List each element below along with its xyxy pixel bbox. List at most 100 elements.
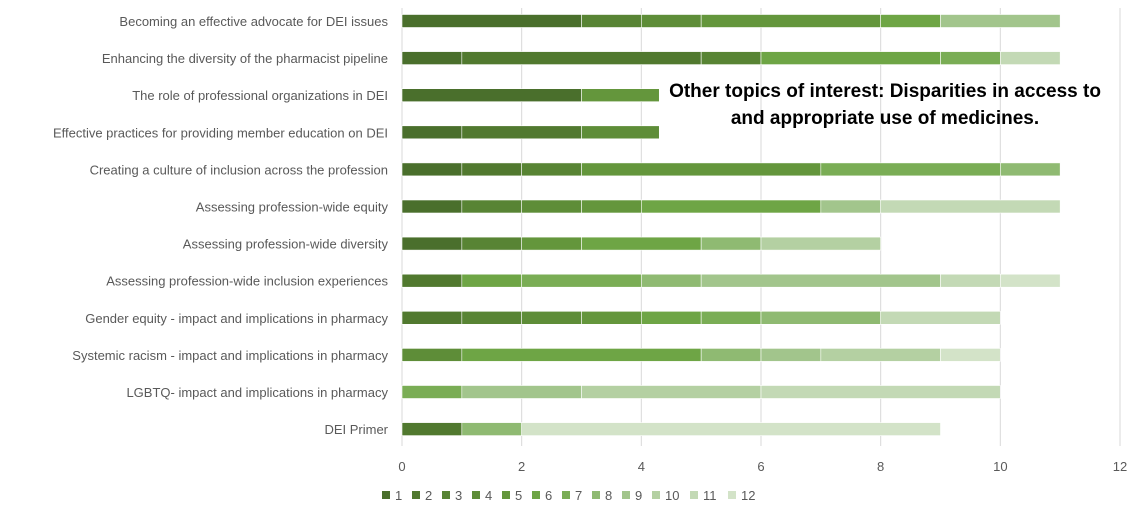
bar-segment-series-9 [461, 385, 582, 399]
bar-segment-series-3 [700, 51, 762, 65]
bar-segment-series-3 [461, 199, 522, 214]
x-tick-label: 0 [398, 459, 405, 474]
legend-swatch-10 [652, 491, 660, 499]
category-label: Enhancing the diversity of the pharmacis… [102, 51, 388, 66]
legend-label-12: 12 [741, 488, 755, 503]
x-tick-label: 10 [993, 459, 1007, 474]
category-label: Assessing profession-wide inclusion expe… [106, 274, 388, 289]
legend-label-4: 4 [485, 488, 492, 503]
bar-segment-series-10 [760, 236, 881, 251]
bar-segment-series-7 [521, 273, 642, 288]
bar-segment-series-8 [760, 310, 881, 325]
bar-segment-series-10 [581, 385, 762, 399]
chart-annotation: Other topics of interest: Disparities in… [669, 81, 1101, 129]
bar-segment-series-8 [1000, 162, 1061, 177]
bar-segment-series-8 [641, 273, 702, 288]
bar-segment-series-6 [760, 51, 941, 65]
bar-segment-series-12 [1000, 273, 1061, 288]
bar-segment-series-5 [581, 310, 642, 325]
legend-label-6: 6 [545, 488, 552, 503]
bar-segment-series-5 [521, 236, 582, 251]
legend-swatch-1 [382, 491, 390, 499]
x-tick-label: 12 [1113, 459, 1127, 474]
legend-swatch-12 [728, 491, 736, 499]
category-label: Assessing profession-wide diversity [183, 237, 389, 252]
bar-segment-series-9 [760, 348, 822, 362]
bar-segment-series-7 [940, 51, 1001, 65]
bar-segment-series-4 [521, 199, 582, 214]
bar-segment-series-6 [461, 348, 702, 362]
legend-label-5: 5 [515, 488, 522, 503]
bar-segment-series-5 [581, 88, 660, 102]
bar-segment-series-12 [521, 422, 941, 436]
category-label: Effective practices for providing member… [53, 125, 388, 140]
legend-swatch-7 [562, 491, 570, 499]
bar-segment-series-1 [401, 236, 463, 251]
bar-segment-series-9 [820, 199, 881, 214]
bar-segment-series-5 [581, 199, 642, 214]
bar-segment-series-1 [401, 199, 463, 214]
category-label: Assessing profession-wide equity [196, 200, 389, 215]
bar-segment-series-5 [581, 162, 822, 177]
bar-segment-series-3 [521, 162, 582, 177]
category-label: Systemic racism - impact and implication… [72, 348, 388, 363]
bar-segment-series-10 [820, 348, 941, 362]
legend-label-10: 10 [665, 488, 679, 503]
bar-segment-series-3 [461, 310, 522, 325]
x-tick-label: 2 [518, 459, 525, 474]
bar-segment-series-11 [1000, 51, 1061, 65]
bar-segment-series-7 [401, 385, 463, 399]
bar-segment-series-7 [700, 310, 762, 325]
bar-segment-series-6 [641, 310, 702, 325]
bar-segment-series-9 [700, 273, 941, 288]
bar-segment-series-6 [641, 199, 822, 214]
bar-segment-series-3 [461, 236, 522, 251]
legend-swatch-2 [412, 491, 420, 499]
bar-segment-series-4 [581, 125, 660, 140]
x-tick-label: 4 [638, 459, 645, 474]
legend-label-7: 7 [575, 488, 582, 503]
bar-segment-series-1 [401, 14, 582, 28]
legend-swatch-11 [690, 491, 698, 499]
bar-segment-series-6 [581, 236, 702, 251]
legend-label-11: 11 [703, 488, 717, 503]
legend-label-8: 8 [605, 488, 612, 503]
category-label: The role of professional organizations i… [132, 88, 388, 103]
bar-segment-series-2 [401, 422, 463, 436]
legend-label-1: 1 [395, 488, 402, 503]
bar-segment-series-4 [641, 14, 702, 28]
bar-segment-series-6 [461, 273, 522, 288]
bar-segment-series-7 [820, 162, 1001, 177]
category-label: Creating a culture of inclusion across t… [90, 162, 388, 177]
bar-segment-series-1 [401, 88, 582, 102]
bar-segment-series-8 [461, 422, 522, 436]
bar-segment-series-11 [880, 310, 1001, 325]
legend-label-2: 2 [425, 488, 432, 503]
bar-segment-series-1 [401, 51, 463, 65]
legend-swatch-4 [472, 491, 480, 499]
bar-segment-series-4 [401, 348, 463, 362]
x-tick-label: 6 [757, 459, 764, 474]
bar-segment-series-9 [940, 14, 1061, 28]
bar-segment-series-6 [880, 14, 941, 28]
bar-segment-series-11 [940, 273, 1001, 288]
bar-segment-series-5 [700, 14, 881, 28]
bar-segment-series-1 [401, 125, 463, 140]
bar-segment-series-1 [401, 162, 463, 177]
legend-swatch-8 [592, 491, 600, 499]
bar-segment-series-8 [700, 236, 762, 251]
category-label: Becoming an effective advocate for DEI i… [119, 14, 388, 29]
x-tick-label: 8 [877, 459, 884, 474]
legend-swatch-6 [532, 491, 540, 499]
bar-segment-series-11 [760, 385, 1001, 399]
legend-label-3: 3 [455, 488, 462, 503]
bar-segment-series-2 [461, 51, 702, 65]
bar-segment-series-8 [700, 348, 762, 362]
bar-segment-series-11 [880, 199, 1061, 214]
bar-segment-series-4 [521, 310, 582, 325]
legend-swatch-9 [622, 491, 630, 499]
bar-segment-series-12 [940, 348, 1001, 362]
bar-segment-series-2 [401, 273, 463, 288]
